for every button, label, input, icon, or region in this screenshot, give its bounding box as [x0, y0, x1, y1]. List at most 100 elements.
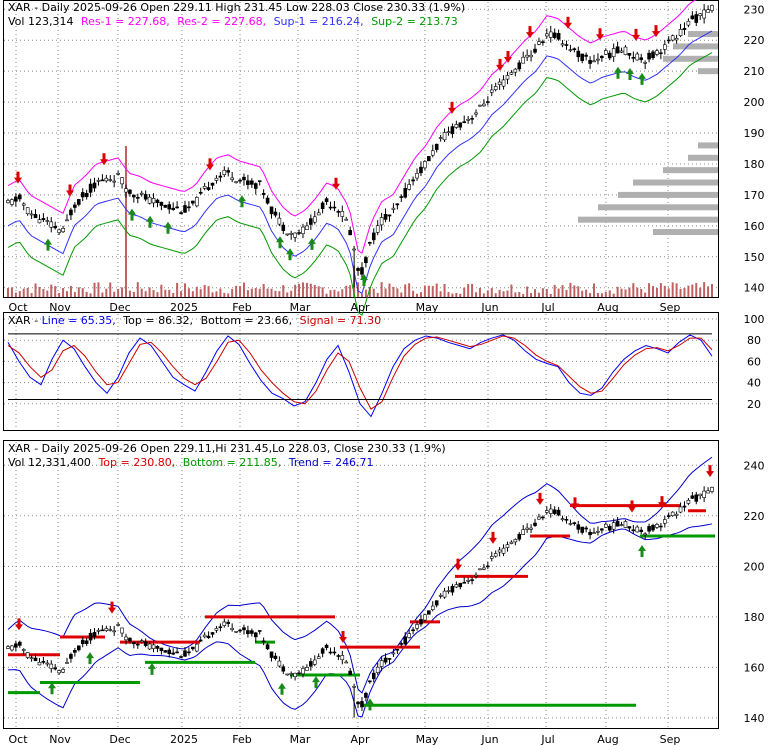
price-candle-body [124, 188, 128, 193]
price-candle-body [513, 68, 518, 73]
price-candle-body [21, 203, 26, 206]
volume-bar [160, 284, 163, 297]
trend-candle-body [611, 522, 616, 530]
volume-bar [73, 292, 76, 297]
price-candle-body [100, 179, 105, 182]
price-candle-body [474, 112, 478, 115]
trend-xtick: Jul [540, 733, 554, 745]
volume-bar [459, 293, 462, 297]
price-candle-body [482, 103, 486, 107]
buy-arrow-price [614, 66, 622, 79]
volume-bar [219, 288, 222, 297]
volume-bar [482, 293, 485, 297]
price-candle-body [627, 53, 632, 56]
trend-candle-body [686, 499, 691, 504]
trend-candle-body [179, 656, 183, 658]
trend-candle-body [135, 643, 140, 646]
price-candle-body [171, 207, 175, 210]
trend-candle-body [509, 541, 514, 544]
price-candle-body [427, 156, 431, 162]
price-candle-body [163, 204, 168, 208]
trend-candle-body [415, 624, 419, 629]
price-candle-body [297, 232, 301, 234]
volume-bar [191, 291, 194, 297]
price-candle-body [639, 57, 644, 60]
volume-profile-bar [663, 55, 718, 62]
volume-bar [534, 289, 537, 297]
svg-text:Vol 123,314 Res-1 = 227.68: Vol 123,314 Res-1 = 227.68, Res-2 = 227.… [8, 15, 458, 28]
price-candle-body [458, 122, 463, 128]
volume-bar [392, 286, 395, 297]
price-candle-body [261, 193, 266, 195]
price-candle-body [584, 54, 588, 57]
price-candle-body [257, 180, 262, 182]
volume-bar [211, 292, 214, 297]
trend-candle-body [238, 629, 242, 632]
trend-candle-body [458, 582, 463, 588]
buy-arrow-price [128, 208, 136, 221]
price-candle-body [670, 35, 675, 41]
sell-arrow-trend [339, 630, 347, 643]
volume-bar [404, 284, 407, 297]
trend-top-label: Top = 230.80, [97, 456, 175, 469]
buy-arrow-trend [148, 662, 156, 675]
price-ytick: 140 [744, 282, 765, 295]
price-candle-body [383, 214, 388, 220]
price-candle-body [273, 211, 278, 216]
volume-bar [593, 283, 596, 297]
volume-bar [172, 293, 175, 297]
trend-candle-body [592, 532, 596, 534]
trend-candle-body [454, 584, 459, 588]
trend-candle-body [442, 590, 447, 598]
buy-arrow-price [164, 221, 172, 234]
price-candle-body [403, 188, 408, 198]
trend-upper-band [7, 456, 713, 694]
trend-candle-body [576, 524, 581, 530]
volume-bar [565, 289, 568, 297]
price-candle-body [128, 189, 132, 194]
trend-candle-body [312, 659, 317, 665]
price-candle-body [14, 196, 18, 202]
volume-bar [152, 290, 155, 297]
osc-signal-series [7, 335, 713, 410]
trend-xtick: Aug [597, 733, 618, 745]
trend-candle-body [395, 649, 400, 651]
price-ytick: 170 [744, 189, 765, 202]
trend-candle-body [607, 526, 612, 531]
resistance-line [7, 0, 697, 255]
buy-arrow-price [638, 72, 646, 85]
trend-candle-body [194, 643, 199, 652]
sell-arrow-price [332, 177, 340, 190]
trend-candle-body [41, 660, 46, 663]
price-candle-body [179, 212, 183, 215]
price-candle-body [76, 199, 81, 205]
volume-bar [624, 289, 627, 297]
volume-bar [187, 288, 190, 297]
price-candle-body [230, 177, 234, 180]
trend-candle-body [324, 644, 329, 648]
price-candle-body [529, 54, 533, 58]
volume-bar [431, 286, 434, 297]
trend-candle-body [533, 522, 537, 526]
sell-arrow-price [496, 58, 504, 71]
price-candle-body [600, 55, 604, 59]
buy-arrow-trend [86, 652, 94, 665]
price-candle-body [104, 177, 109, 182]
trend-candle-body [92, 632, 97, 637]
price-candle-body [183, 205, 187, 213]
trend-candle-body [368, 680, 372, 683]
trend-candle-body [234, 630, 238, 633]
volume-bar [93, 282, 96, 297]
price-xtick: Jun [480, 301, 498, 314]
price-candle-body [69, 209, 73, 216]
volume-bar [305, 282, 308, 297]
trend-candle-body [116, 624, 120, 626]
volume-bar [530, 292, 533, 297]
trend-candle-body [14, 643, 18, 648]
sell-arrow-trend [108, 601, 116, 614]
sell-arrow-trend [536, 492, 544, 505]
trend-candle-body [96, 629, 101, 632]
trend-candle-body [336, 655, 341, 657]
price-candle-body [450, 126, 455, 135]
trend-candle-body [10, 645, 14, 651]
